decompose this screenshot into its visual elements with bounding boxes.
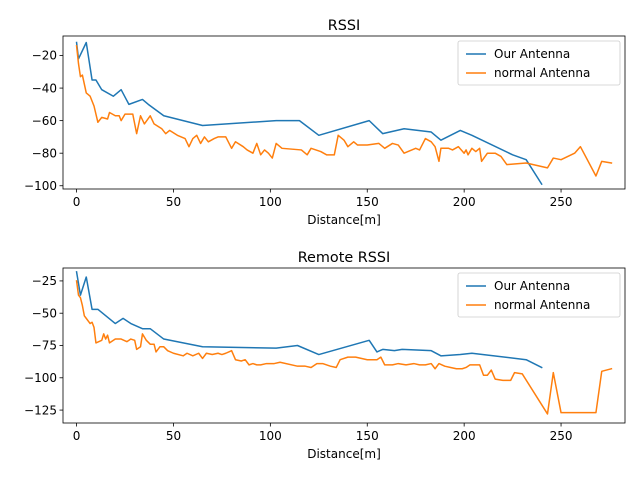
y-tick-label: −100	[24, 179, 57, 193]
remote-rssi-chart: 0 50 100 150 200 250 −125 −100 −75 −50 −25 Remote R…	[24, 250, 626, 461]
x-tick-label: 0	[73, 195, 81, 209]
legend-entry: Our Antenna	[494, 279, 570, 293]
y-tick-label: −125	[24, 403, 57, 417]
y-tick-label: −75	[32, 339, 57, 353]
legend: Our Antenna normal Antenna	[457, 272, 621, 318]
legend-entry: normal Antenna	[494, 66, 590, 80]
y-tick-label: −50	[32, 306, 57, 320]
x-tick-label: 250	[550, 429, 573, 443]
x-tick-label: 50	[166, 195, 181, 209]
x-tick-label: 100	[259, 195, 282, 209]
y-tick-label: −20	[32, 49, 57, 63]
y-tick-label: −100	[24, 371, 57, 385]
series-line-normal-antenna	[75, 44, 613, 177]
legend-frame	[457, 40, 621, 86]
y-tick-label: −80	[32, 146, 57, 160]
legend: Our Antenna normal Antenna	[457, 40, 621, 86]
x-axis-label: Distance[m]	[307, 447, 381, 461]
x-tick-label: 0	[73, 429, 81, 443]
legend-entry: normal Antenna	[494, 298, 590, 312]
y-tick-label: −60	[32, 114, 57, 128]
x-tick-label: 250	[550, 195, 573, 209]
series-line-normal-antenna	[75, 280, 613, 415]
series-line-our-antenna	[75, 271, 543, 369]
x-tick-label: 200	[453, 429, 476, 443]
x-tick-label: 50	[166, 429, 181, 443]
x-axis-label: Distance[m]	[307, 213, 381, 227]
y-tick-label: −40	[32, 81, 57, 95]
chart-title: Remote RSSI	[298, 250, 391, 266]
series-line-our-antenna	[75, 41, 543, 186]
chart-title: RSSI	[328, 18, 361, 34]
plot-frame	[62, 35, 626, 190]
legend-entry: Our Antenna	[494, 47, 570, 61]
x-tick-label: 150	[356, 429, 379, 443]
y-tick-label: −25	[32, 274, 57, 288]
legend-frame	[457, 272, 621, 318]
x-tick-label: 100	[259, 429, 282, 443]
x-tick-label: 200	[453, 195, 476, 209]
x-tick-label: 150	[356, 195, 379, 209]
rssi-chart: 0 50 100 150 200 250 −100 −80 −60 −40 −20 RSSI Dista…	[24, 18, 626, 227]
